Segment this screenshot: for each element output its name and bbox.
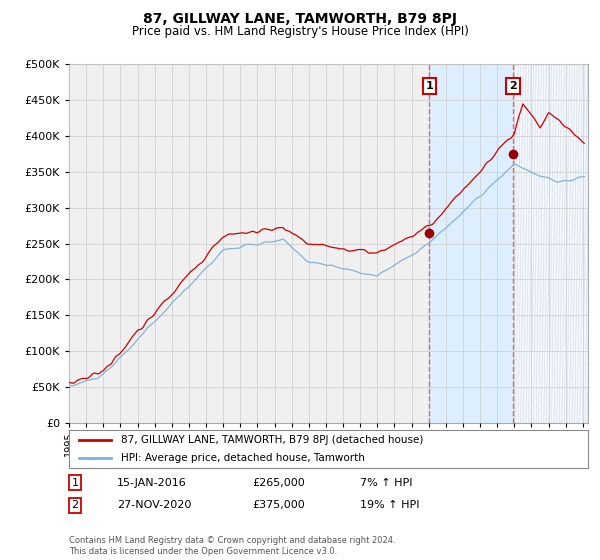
Text: 1: 1 (71, 478, 79, 488)
Bar (513, 64, 588, 423)
Text: 87, GILLWAY LANE, TAMWORTH, B79 8PJ (detached house): 87, GILLWAY LANE, TAMWORTH, B79 8PJ (det… (121, 435, 423, 445)
Text: £265,000: £265,000 (252, 478, 305, 488)
Text: 15-JAN-2016: 15-JAN-2016 (117, 478, 187, 488)
Text: 2: 2 (509, 81, 517, 91)
Text: HPI: Average price, detached house, Tamworth: HPI: Average price, detached house, Tamw… (121, 453, 365, 463)
Text: 1: 1 (425, 81, 433, 91)
Text: 27-NOV-2020: 27-NOV-2020 (117, 500, 191, 510)
Text: 87, GILLWAY LANE, TAMWORTH, B79 8PJ: 87, GILLWAY LANE, TAMWORTH, B79 8PJ (143, 12, 457, 26)
Text: 7% ↑ HPI: 7% ↑ HPI (360, 478, 413, 488)
Bar (430, 64, 513, 423)
Bar (513, 64, 588, 423)
Text: Contains HM Land Registry data © Crown copyright and database right 2024.
This d: Contains HM Land Registry data © Crown c… (69, 536, 395, 556)
Text: £375,000: £375,000 (252, 500, 305, 510)
Text: 2: 2 (71, 500, 79, 510)
Text: 19% ↑ HPI: 19% ↑ HPI (360, 500, 419, 510)
Text: Price paid vs. HM Land Registry's House Price Index (HPI): Price paid vs. HM Land Registry's House … (131, 25, 469, 38)
